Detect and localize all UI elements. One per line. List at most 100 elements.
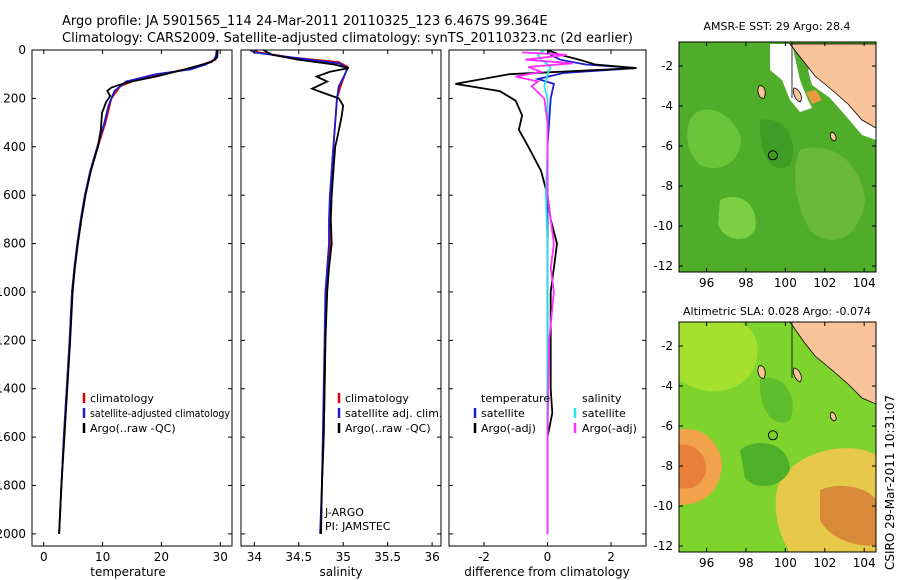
x-tick-label: 30 bbox=[213, 550, 228, 564]
x-tick-label: 0 bbox=[40, 550, 48, 564]
difference-panel: -2 0 2 difference from climatology tempera… bbox=[448, 49, 647, 579]
y-tick-label: 200 bbox=[3, 91, 26, 105]
sla-argo-position-marker bbox=[767, 430, 778, 441]
y-tick-label: 1000 bbox=[0, 285, 26, 299]
legend-title-temperature: temperature bbox=[481, 392, 550, 405]
legend-label-satellite: satellite adj. clim. bbox=[345, 407, 442, 420]
island-simeulue bbox=[757, 365, 766, 379]
y-tick-label: 2000 bbox=[0, 527, 26, 541]
y-tick-label: 1800 bbox=[0, 479, 26, 493]
side-credit-label: CSIRO 29-Mar-2011 10:31:07 bbox=[883, 395, 897, 570]
sla-positive-patch bbox=[679, 322, 758, 392]
island-nias bbox=[792, 367, 802, 383]
sst-map-panel: AMSR-E SST: 29 Argo: 28.4 96 98 100 102 104 … bbox=[653, 20, 877, 290]
salinity-x-label: salinity bbox=[319, 565, 362, 579]
temperature-series-argo-raw-qc- bbox=[58, 50, 219, 534]
temperature-x-ticks: 0 10 20 30 bbox=[40, 50, 228, 564]
temperature-series bbox=[58, 50, 219, 534]
sla-map-frame bbox=[678, 321, 877, 553]
x-tick-label: 2 bbox=[607, 550, 615, 564]
island-siberut bbox=[829, 131, 837, 142]
lat-tick-label: -2 bbox=[661, 59, 673, 73]
salinity-series-climatology bbox=[253, 50, 349, 534]
x-tick-label: -2 bbox=[478, 550, 490, 564]
lon-tick-label: 100 bbox=[774, 556, 797, 570]
lon-tick-label: 96 bbox=[699, 556, 714, 570]
legend-label-argo: Argo(..raw -QC) bbox=[90, 422, 176, 435]
legend-label-climatology: climatology bbox=[90, 392, 154, 405]
legend-label-temp-argo: Argo(-adj) bbox=[481, 422, 536, 435]
salinity-panel: 34 34.5 35 35.5 36 salinity climatology sate… bbox=[240, 49, 442, 579]
lat-tick-label: -2 bbox=[661, 339, 673, 353]
salinity-series-satellite-adj-clim- bbox=[249, 50, 349, 534]
x-tick-label: 35.5 bbox=[374, 550, 401, 564]
sla-low-patch bbox=[740, 442, 790, 487]
difference-series-temperature-satellite bbox=[534, 50, 637, 534]
sla-high-core bbox=[679, 444, 707, 489]
y-tick-label: 1600 bbox=[0, 430, 26, 444]
sla-map-image bbox=[679, 322, 876, 552]
island-nias bbox=[792, 87, 802, 103]
lon-tick-label: 102 bbox=[813, 556, 836, 570]
lat-tick-label: -6 bbox=[661, 419, 673, 433]
y-tick-label: 400 bbox=[3, 140, 26, 154]
island-siberut bbox=[829, 411, 837, 422]
lon-tick-label: 102 bbox=[813, 276, 836, 290]
legend-label-argo: Argo(..raw -QC) bbox=[345, 422, 431, 435]
y-tick-label: 1200 bbox=[0, 333, 26, 347]
sumatra-landmass bbox=[789, 322, 876, 405]
lon-tick-label: 96 bbox=[699, 276, 714, 290]
salinity-series bbox=[249, 50, 349, 534]
sla-low-patch bbox=[759, 377, 793, 423]
lon-tick-label: 104 bbox=[853, 276, 876, 290]
sumatra-landmass bbox=[789, 43, 876, 129]
difference-x-ticks: -2 0 2 bbox=[478, 50, 615, 564]
legend-title-salinity: salinity bbox=[582, 392, 622, 405]
legend-label-sal-argo: Argo(-adj) bbox=[582, 422, 637, 435]
lat-tick-label: -10 bbox=[653, 219, 673, 233]
legend-label-temp-satellite: satellite bbox=[481, 407, 525, 420]
y-tick-label: 1400 bbox=[0, 382, 26, 396]
lon-tick-label: 104 bbox=[853, 556, 876, 570]
x-tick-label: 10 bbox=[95, 550, 110, 564]
legend-label-climatology: climatology bbox=[345, 392, 409, 405]
temperature-series-climatology bbox=[58, 50, 219, 534]
legend-label-satellite: satellite-adjusted climatology bbox=[90, 407, 230, 420]
sla-lon-ticks: 96 98 100 102 104 bbox=[699, 322, 876, 570]
sst-map-title: AMSR-E SST: 29 Argo: 28.4 bbox=[703, 20, 850, 33]
lon-tick-label: 98 bbox=[738, 276, 753, 290]
difference-x-label: difference from climatology bbox=[464, 565, 630, 579]
legend-label-sal-satellite: satellite bbox=[582, 407, 626, 420]
lat-tick-label: -8 bbox=[661, 459, 673, 473]
lat-tick-label: -4 bbox=[661, 379, 673, 393]
temperature-y-ticks: 0 200 400 600 800 1000 1200 1400 1600 1800 2000 bbox=[0, 43, 232, 541]
x-tick-label: 20 bbox=[154, 550, 169, 564]
difference-y-tick-marks bbox=[449, 49, 646, 535]
sla-high-core bbox=[820, 485, 876, 546]
lat-tick-label: -12 bbox=[653, 539, 673, 553]
temperature-axes-box bbox=[31, 49, 233, 547]
x-tick-label: 34 bbox=[247, 550, 262, 564]
salinity-y-tick-marks bbox=[241, 49, 441, 535]
difference-legend: temperature salinity satellite Argo(-adj… bbox=[473, 392, 637, 435]
title-line-2: Climatology: CARS2009. Satellite-adjuste… bbox=[62, 31, 633, 46]
lat-tick-label: -12 bbox=[653, 259, 673, 273]
difference-series-temperature-argo-adj- bbox=[455, 50, 637, 534]
lon-tick-label: 100 bbox=[774, 276, 797, 290]
sst-lon-ticks: 96 98 100 102 104 bbox=[699, 42, 876, 290]
lat-tick-label: -4 bbox=[661, 99, 673, 113]
lon-tick-label: 98 bbox=[738, 556, 753, 570]
annotation-pi: PI: JAMSTEC bbox=[325, 520, 391, 533]
x-tick-label: 0 bbox=[544, 550, 552, 564]
sst-warm-patch bbox=[794, 147, 865, 240]
salinity-series-argo-raw-qc- bbox=[262, 50, 349, 534]
sst-map-frame bbox=[678, 41, 877, 273]
sla-map-panel: Altimetric SLA: 0.028 Argo: -0.074 96 98 1… bbox=[653, 305, 877, 570]
sst-hot-spot bbox=[806, 90, 822, 104]
x-tick-label: 34.5 bbox=[285, 550, 312, 564]
temperature-x-label: temperature bbox=[90, 565, 165, 579]
salinity-x-ticks: 34 34.5 35 35.5 36 bbox=[247, 50, 440, 564]
island-simeulue bbox=[757, 85, 766, 99]
difference-series bbox=[455, 50, 637, 546]
